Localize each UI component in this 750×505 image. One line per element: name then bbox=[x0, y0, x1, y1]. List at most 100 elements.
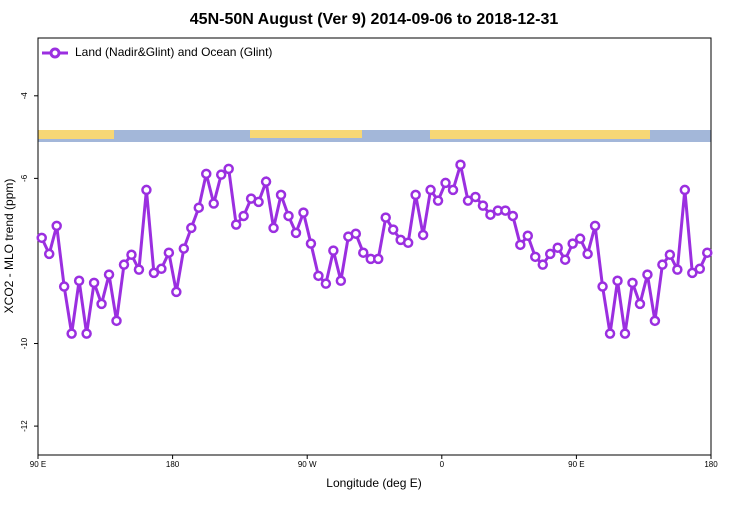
point bbox=[597, 281, 608, 292]
point bbox=[402, 237, 414, 249]
point bbox=[141, 184, 152, 196]
point bbox=[522, 230, 534, 242]
x-tick-label: 0 bbox=[440, 460, 445, 469]
x-axis-label: Longitude (deg E) bbox=[326, 476, 421, 490]
point bbox=[290, 227, 302, 239]
point bbox=[51, 220, 62, 232]
point bbox=[283, 210, 294, 222]
point bbox=[298, 207, 309, 218]
point bbox=[88, 277, 100, 289]
legend: Land (Nadir&Glint) and Ocean (Glint) bbox=[42, 45, 272, 59]
point bbox=[432, 195, 444, 206]
point bbox=[163, 247, 175, 258]
point bbox=[537, 259, 548, 270]
point bbox=[604, 328, 616, 339]
point bbox=[417, 229, 429, 241]
plot-frame bbox=[37, 37, 712, 456]
chart-title: 45N-50N August (Ver 9) 2014-09-06 to 201… bbox=[190, 11, 559, 28]
point bbox=[328, 245, 339, 256]
point bbox=[672, 264, 683, 275]
point bbox=[96, 298, 107, 310]
y-tick-label: -12 bbox=[20, 420, 29, 432]
y-tick-label: -10 bbox=[20, 337, 29, 349]
point bbox=[530, 251, 541, 263]
x-tick-label: 90 E bbox=[568, 460, 584, 469]
point bbox=[634, 298, 646, 310]
point bbox=[627, 277, 638, 289]
point bbox=[171, 286, 182, 298]
point bbox=[111, 315, 122, 327]
legend-marker bbox=[49, 47, 61, 59]
point bbox=[642, 269, 653, 280]
point bbox=[66, 328, 77, 339]
point bbox=[477, 200, 489, 211]
point bbox=[103, 269, 115, 280]
point bbox=[387, 224, 399, 235]
point bbox=[455, 159, 466, 171]
point bbox=[358, 247, 369, 258]
point bbox=[260, 176, 272, 187]
point bbox=[81, 328, 92, 339]
point bbox=[223, 163, 234, 175]
point bbox=[694, 263, 706, 275]
point bbox=[73, 275, 85, 287]
point bbox=[649, 315, 661, 327]
point bbox=[320, 278, 332, 289]
point bbox=[126, 249, 137, 261]
point bbox=[208, 198, 219, 209]
point bbox=[687, 267, 698, 279]
point bbox=[201, 168, 212, 180]
point bbox=[447, 184, 459, 196]
point bbox=[679, 184, 691, 196]
x-tick-label: 180 bbox=[166, 460, 180, 469]
point bbox=[148, 267, 160, 279]
point bbox=[36, 232, 47, 244]
point bbox=[350, 228, 362, 239]
point bbox=[582, 248, 593, 260]
point bbox=[702, 247, 713, 258]
point bbox=[372, 253, 384, 265]
point bbox=[253, 196, 264, 208]
point bbox=[238, 210, 249, 222]
point bbox=[664, 249, 676, 261]
point bbox=[440, 177, 451, 189]
point bbox=[230, 219, 242, 230]
point bbox=[380, 212, 391, 223]
point bbox=[118, 259, 130, 270]
point bbox=[305, 238, 317, 249]
y-tick-label: -4 bbox=[20, 92, 29, 100]
legend-label: Land (Nadir&Glint) and Ocean (Glint) bbox=[75, 45, 272, 59]
point bbox=[156, 263, 167, 275]
point bbox=[186, 222, 197, 234]
y-axis-label: XCO2 - MLO trend (ppm) bbox=[2, 179, 16, 314]
point bbox=[215, 169, 227, 180]
point bbox=[567, 238, 578, 249]
x-tick-label: 180 bbox=[704, 460, 718, 469]
point bbox=[133, 264, 145, 275]
point bbox=[574, 233, 586, 244]
point bbox=[193, 202, 205, 213]
point bbox=[410, 189, 421, 201]
point bbox=[425, 184, 436, 196]
point bbox=[58, 281, 70, 292]
x-tick-label: 90 E bbox=[30, 460, 46, 469]
point bbox=[559, 254, 571, 265]
point bbox=[313, 270, 324, 282]
point bbox=[657, 259, 668, 270]
point bbox=[485, 209, 496, 220]
point bbox=[544, 248, 556, 260]
point bbox=[507, 210, 519, 222]
point bbox=[589, 220, 601, 232]
point bbox=[612, 275, 623, 287]
point bbox=[552, 242, 563, 253]
point bbox=[335, 275, 347, 287]
point bbox=[619, 328, 631, 339]
point bbox=[43, 248, 55, 260]
point bbox=[275, 189, 287, 201]
point bbox=[500, 205, 511, 216]
map-strip bbox=[38, 130, 711, 142]
point bbox=[268, 222, 279, 234]
y-tick-label: -6 bbox=[20, 174, 29, 182]
point bbox=[178, 243, 190, 254]
